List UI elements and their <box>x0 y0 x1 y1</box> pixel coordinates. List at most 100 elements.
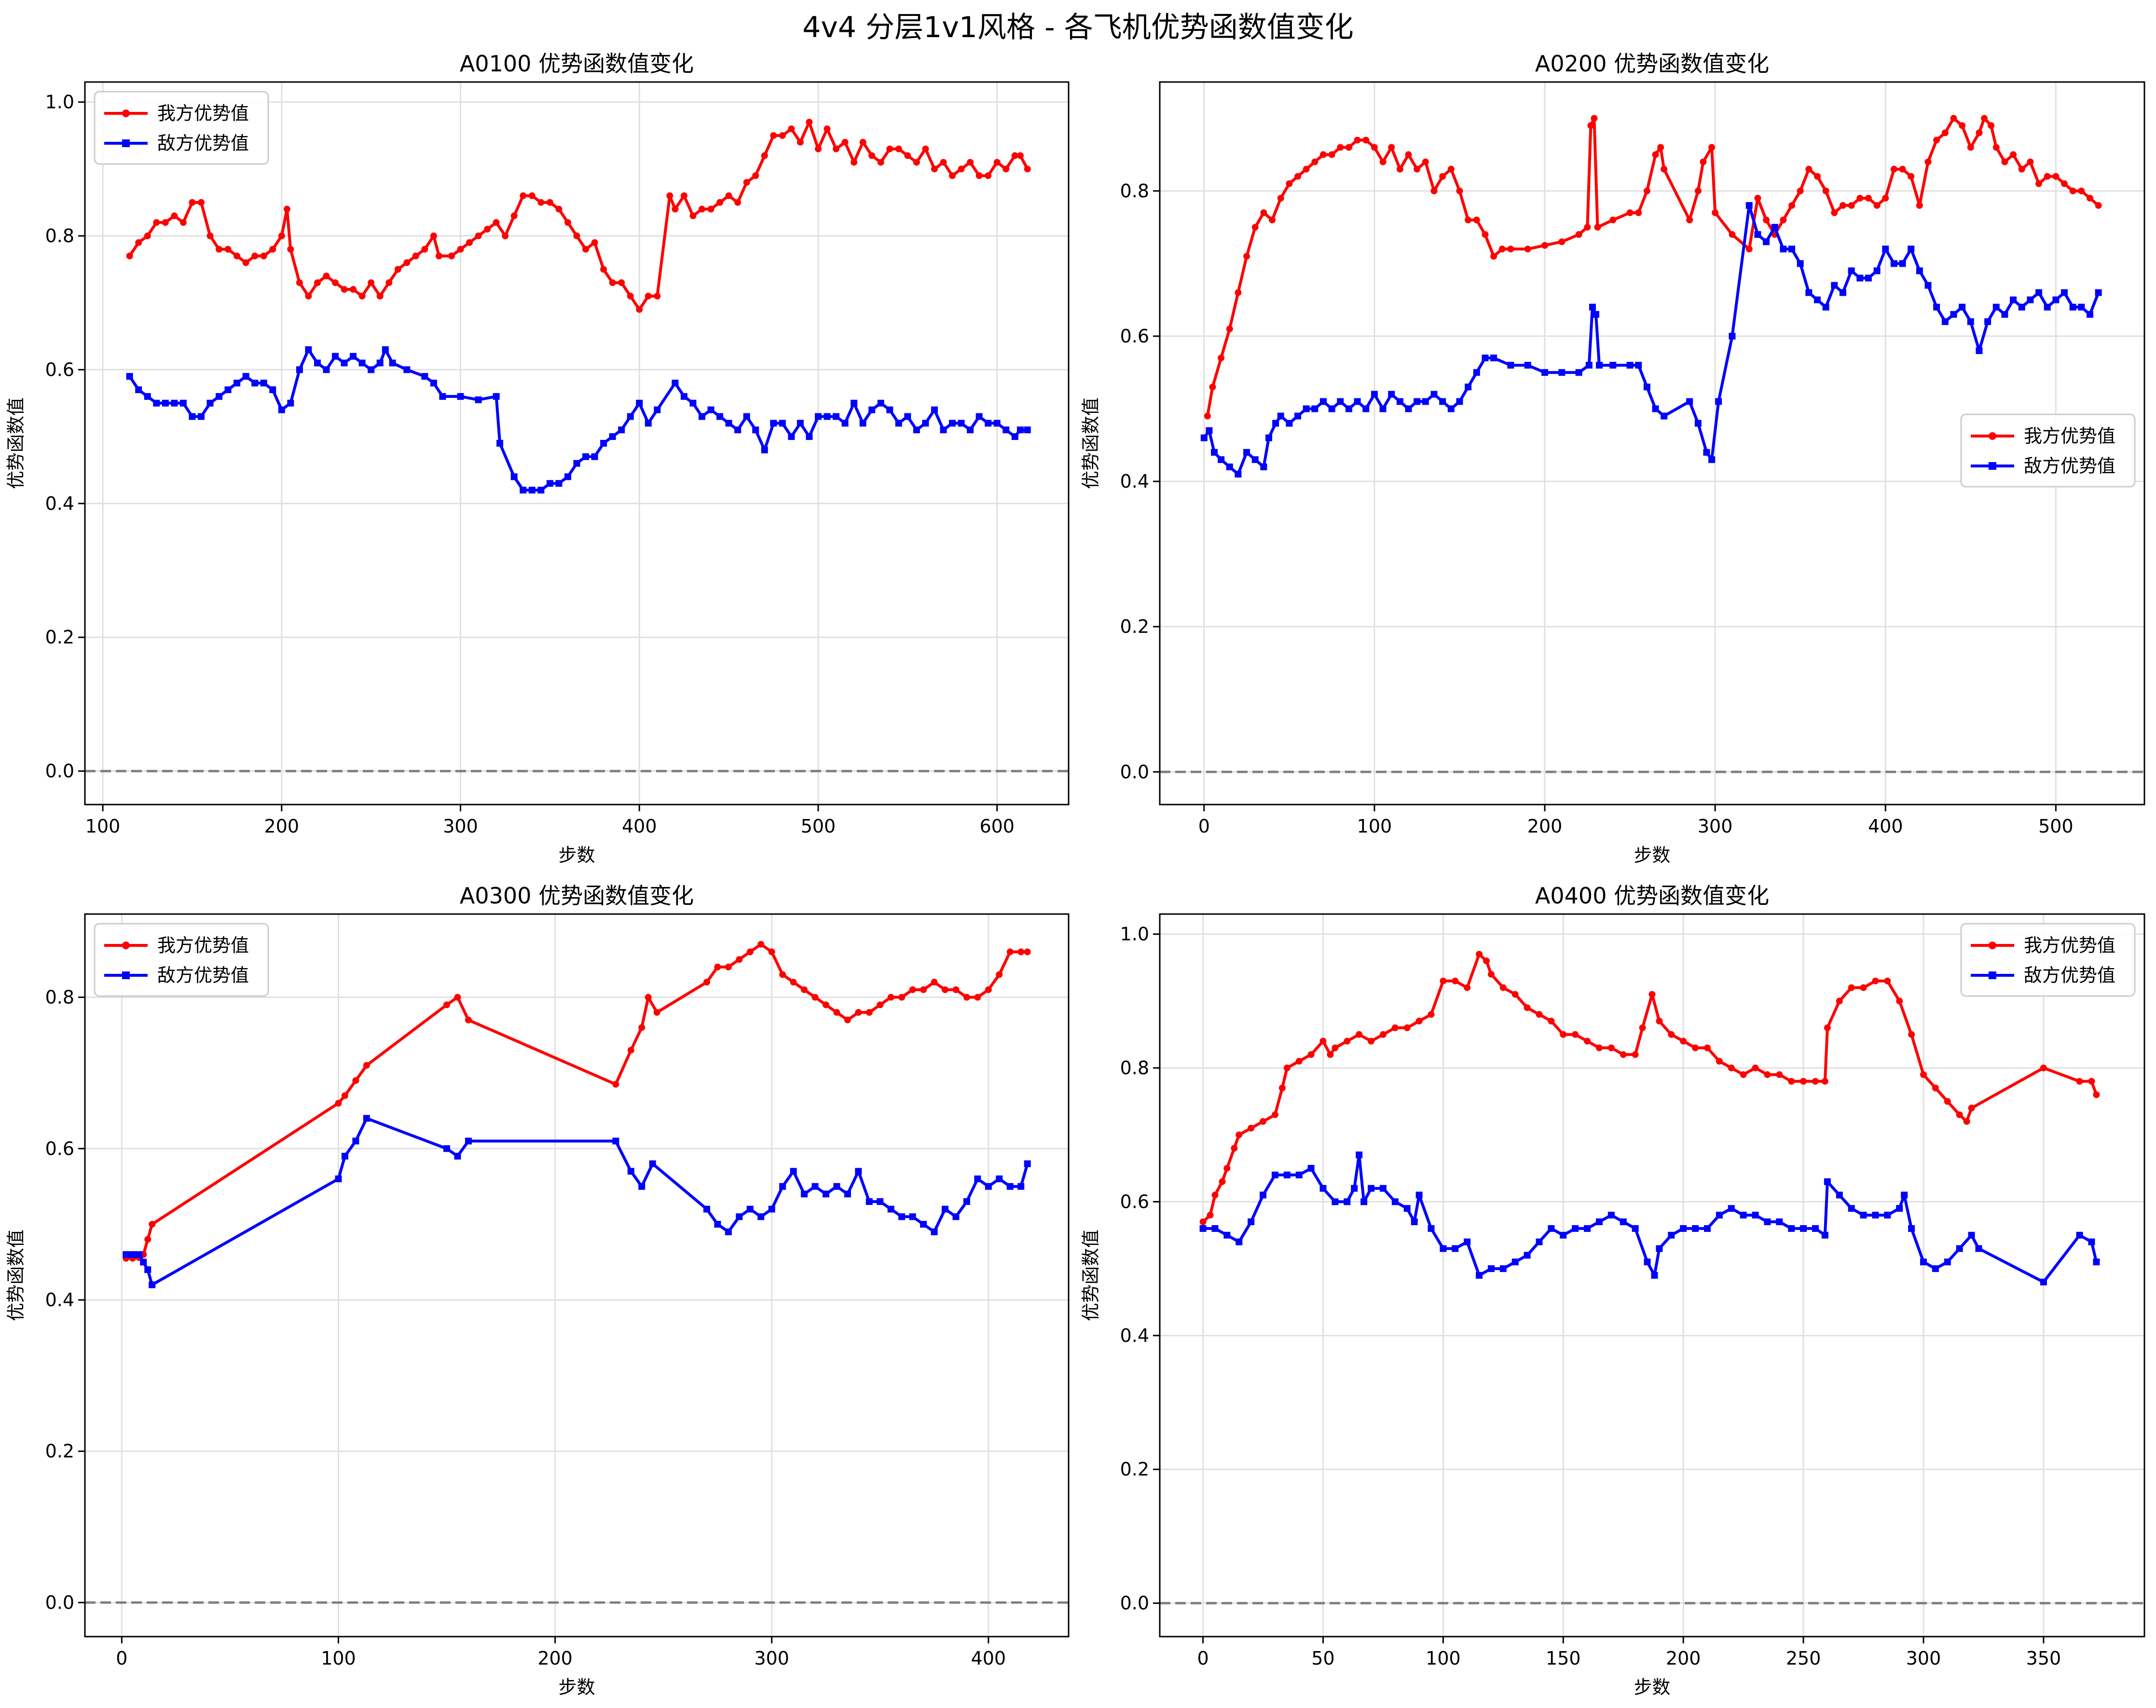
data-point-ours <box>179 219 187 226</box>
legend-label: 敌方优势值 <box>157 965 249 986</box>
data-point-ours <box>1865 194 1872 202</box>
data-point-enemy <box>806 433 813 440</box>
data-point-enemy <box>2078 303 2085 311</box>
data-point-ours <box>1920 1071 1927 1078</box>
data-point-enemy <box>1896 1205 1903 1212</box>
data-point-ours <box>2088 1078 2095 1085</box>
data-point-enemy <box>363 1115 370 1122</box>
data-point-ours <box>1307 1051 1315 1058</box>
data-point-enemy <box>332 353 339 360</box>
data-point-enemy <box>341 359 348 367</box>
y-axis-label: 优势函数值 <box>1080 1230 1101 1321</box>
data-point-ours <box>600 266 607 273</box>
data-point-enemy <box>454 1152 461 1160</box>
data-point-enemy <box>1536 1238 1543 1245</box>
data-point-ours <box>1511 991 1519 998</box>
data-point-ours <box>2095 202 2102 209</box>
y-tick-label: 0.0 <box>1120 761 1149 782</box>
data-point-enemy <box>1465 383 1472 391</box>
data-point-ours <box>1236 1131 1243 1138</box>
data-point-enemy <box>841 420 849 427</box>
data-point-ours <box>975 172 983 179</box>
data-point-ours <box>1226 325 1233 332</box>
data-point-enemy <box>1482 355 1489 362</box>
data-point-ours <box>1643 187 1650 194</box>
plot-frame <box>84 81 1070 806</box>
data-point-ours <box>734 199 742 206</box>
data-point-ours <box>1595 1044 1603 1052</box>
data-point-ours <box>573 232 580 240</box>
data-point-ours <box>985 172 992 179</box>
data-point-enemy <box>627 1168 634 1175</box>
data-point-ours <box>699 205 706 213</box>
data-point-enemy <box>1294 412 1302 420</box>
data-point-enemy <box>350 353 357 360</box>
data-point-ours <box>1822 187 1829 194</box>
data-point-enemy <box>1439 398 1446 405</box>
data-point-ours <box>931 165 938 173</box>
data-point-enemy <box>1740 1212 1747 1219</box>
data-point-enemy <box>1210 449 1218 456</box>
data-point-enemy <box>1248 1218 1255 1226</box>
data-point-ours <box>1379 1031 1387 1038</box>
data-point-enemy <box>898 1213 906 1220</box>
y-tick-label: 0.4 <box>45 493 74 514</box>
data-point-enemy <box>1692 1225 1699 1232</box>
data-point-ours <box>144 232 151 240</box>
data-point-ours <box>1800 1078 1807 1085</box>
data-point-ours <box>1656 1017 1663 1025</box>
data-point-enemy <box>746 1205 754 1213</box>
data-point-ours <box>666 192 673 199</box>
data-point-ours <box>967 159 974 166</box>
x-tick-label: 350 <box>2026 1648 2061 1669</box>
data-point-ours <box>1661 165 1668 173</box>
data-point-enemy <box>1388 391 1395 398</box>
data-point-enemy <box>1024 1160 1031 1167</box>
subplot-title: A0400 优势函数值变化 <box>1535 883 1769 909</box>
data-point-ours <box>1848 984 1855 991</box>
data-point-ours <box>707 205 714 213</box>
data-point-ours <box>1626 209 1634 216</box>
data-point-ours <box>958 165 965 173</box>
data-point-ours <box>1668 1031 1675 1038</box>
legend-marker <box>1989 462 1996 470</box>
legend-label: 我方优势值 <box>157 103 249 124</box>
x-tick-label: 100 <box>321 1648 356 1669</box>
data-point-ours <box>949 172 956 179</box>
data-point-enemy <box>996 1175 1003 1183</box>
data-point-enemy <box>1286 420 1293 427</box>
data-point-enemy <box>1686 398 1693 405</box>
data-point-enemy <box>1236 1238 1243 1245</box>
data-point-enemy <box>430 380 437 387</box>
data-point-enemy <box>1609 362 1617 369</box>
data-point-enemy <box>1575 369 1582 376</box>
data-point-enemy <box>1968 1231 1975 1239</box>
data-point-ours <box>654 292 661 300</box>
data-point-ours <box>1199 1218 1207 1226</box>
data-point-ours <box>537 199 545 206</box>
data-point-ours <box>2035 180 2043 187</box>
data-point-ours <box>436 252 443 260</box>
data-point-ours <box>1992 144 2000 151</box>
data-point-ours <box>1251 224 1259 231</box>
data-point-ours <box>2052 173 2060 180</box>
data-point-enemy <box>1548 1225 1555 1232</box>
data-point-enemy <box>811 1183 819 1190</box>
data-point-ours <box>1204 412 1211 420</box>
data-point-enemy <box>1694 420 1702 427</box>
plot-frame <box>1159 913 2145 1638</box>
data-point-enemy <box>1016 426 1024 434</box>
x-tick-label: 400 <box>971 1648 1006 1669</box>
data-point-ours <box>1788 202 1796 209</box>
data-point-enemy <box>1814 296 1821 303</box>
data-point-enemy <box>2076 1231 2083 1239</box>
data-point-ours <box>1890 165 1897 173</box>
data-point-ours <box>1575 231 1582 238</box>
data-point-ours <box>233 252 241 260</box>
data-point-enemy <box>645 420 652 427</box>
data-point-ours <box>224 246 232 253</box>
data-point-enemy <box>1764 1218 1771 1226</box>
x-tick-label: 500 <box>2038 816 2074 837</box>
